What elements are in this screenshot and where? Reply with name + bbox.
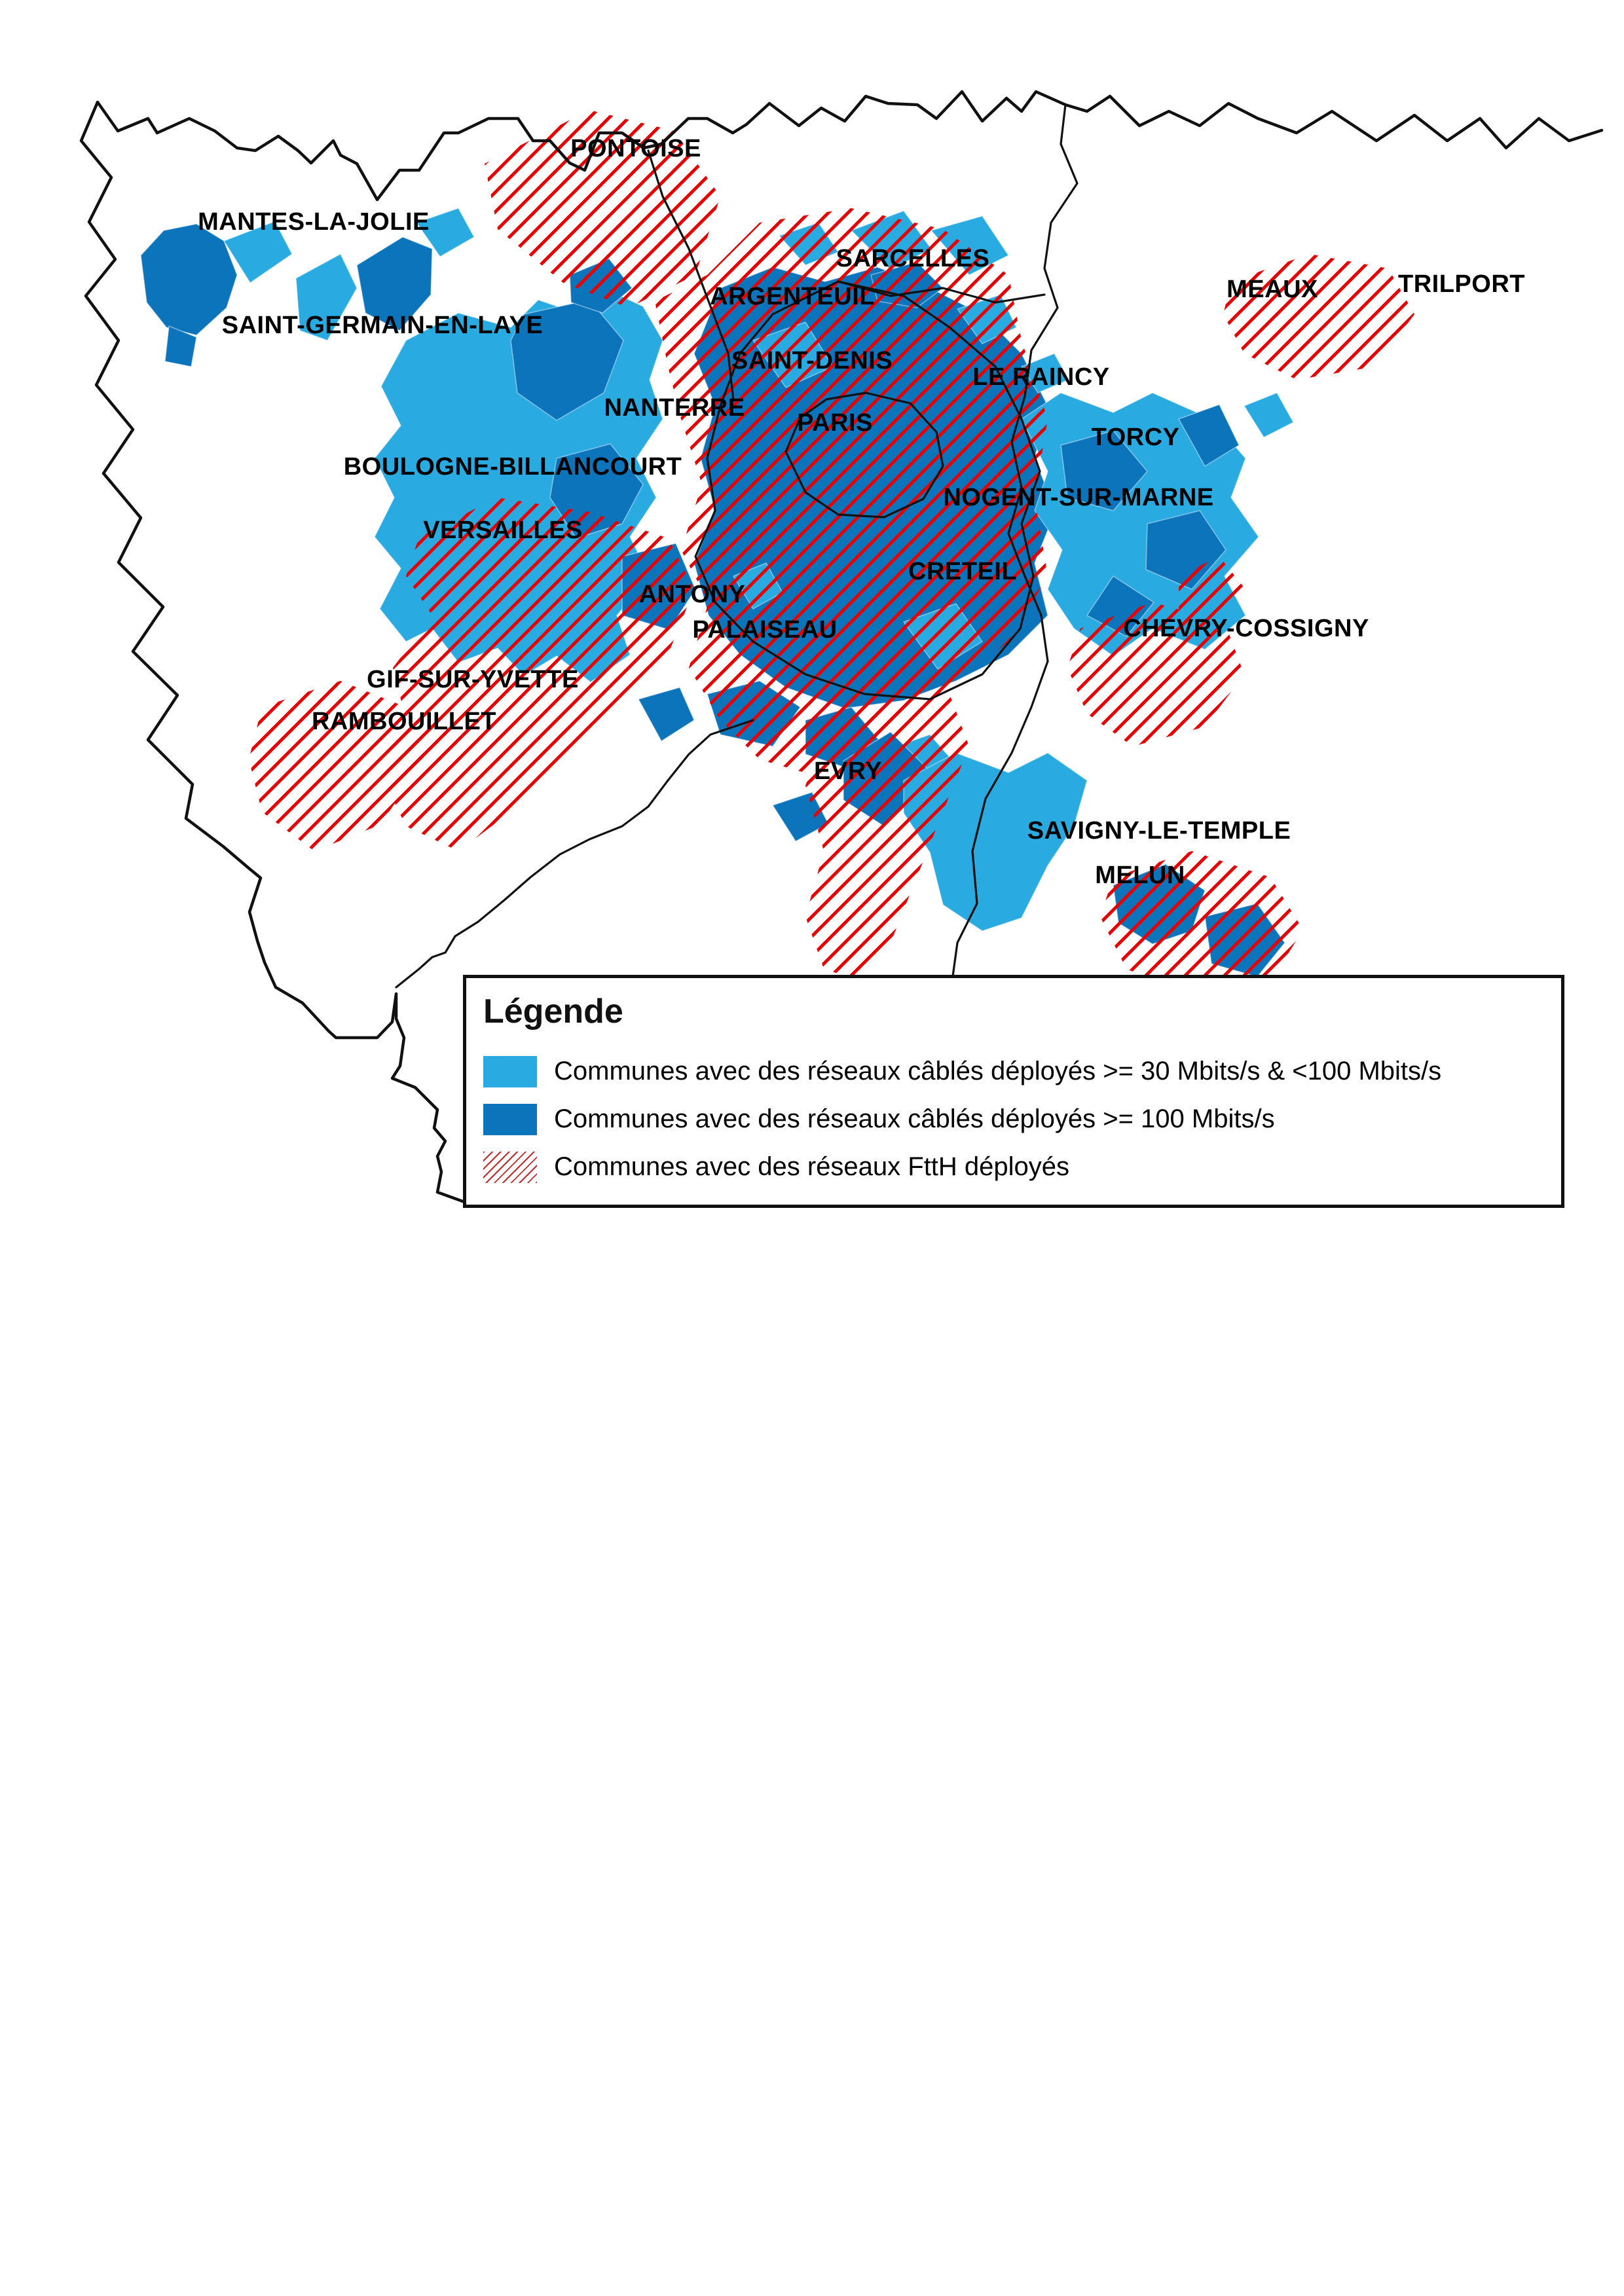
city-label-meaux: MEAUX xyxy=(1227,276,1318,303)
commune-area-dark xyxy=(638,687,695,742)
legend-item-label: Communes avec des réseaux FttH déployés xyxy=(554,1152,1070,1182)
city-label-gif-sur-yvette: GIF-SUR-YVETTE xyxy=(367,666,579,693)
boundary-petite-couronne xyxy=(694,280,1041,701)
boundary-paris xyxy=(784,392,944,519)
city-label-trilport: TRILPORT xyxy=(1398,270,1525,298)
city-label-creteil: CRETEIL xyxy=(908,558,1017,585)
legend-box: Légende Communes avec des réseaux câblés… xyxy=(463,975,1564,1208)
boundary-val-doise-ssd xyxy=(837,280,1046,304)
city-label-saint-germain-en-laye: SAINT-GERMAIN-EN-LAYE xyxy=(222,312,543,339)
city-label-chevry-cossigny: CHEVRY-COSSIGNY xyxy=(1123,615,1369,642)
light-blue-swatch xyxy=(483,1055,537,1087)
boundary-seine-et-marne xyxy=(951,103,1079,977)
ftth-area-chevry-cossigny xyxy=(1067,602,1244,746)
red-hatch-swatch xyxy=(483,1151,537,1183)
commune-area-dark xyxy=(1060,430,1148,511)
city-label-antony: ANTONY xyxy=(639,581,746,608)
ftth-area-pontoise xyxy=(485,110,720,308)
ftth-area-torcy xyxy=(1179,556,1246,630)
city-label-le-raincy: LE RAINCY xyxy=(972,363,1109,391)
ftth-area-versailles-gif xyxy=(380,498,694,851)
city-label-pontoise: PONTOISE xyxy=(570,135,701,162)
ftth-hatch-areas xyxy=(249,110,1414,995)
city-label-paris: PARIS xyxy=(797,409,873,437)
legend-item-label: Communes avec des réseaux câblés déployé… xyxy=(554,1057,1442,1086)
city-label-rambouillet: RAMBOUILLET xyxy=(312,708,496,735)
ile-de-france-map: PONTOISE MANTES-LA-JOLIE SARCELLES ARGENTEU… xyxy=(79,90,1604,1205)
city-label-argenteuil: ARGENTEUIL xyxy=(710,283,875,310)
city-label-nogent-sur-marne: NOGENT-SUR-MARNE xyxy=(943,484,1213,511)
city-label-nanterre: NANTERRE xyxy=(604,394,745,422)
boundary-yvelines-essonne xyxy=(395,719,754,989)
commune-area-dark xyxy=(1178,404,1240,467)
city-label-melun: MELUN xyxy=(1095,862,1185,889)
department-boundaries xyxy=(395,103,1079,989)
city-label-versailles: VERSAILLES xyxy=(423,517,583,544)
city-label-boulogne-billancourt: BOULOGNE-BILLANCOURT xyxy=(344,453,682,481)
legend-item-ftth: Communes avec des réseaux FttH déployés xyxy=(483,1151,1541,1183)
ftth-area-evry xyxy=(805,668,969,982)
city-label-sarcelles: SARCELLES xyxy=(836,245,990,272)
city-label-palaiseau: PALAISEAU xyxy=(692,616,837,644)
ftth-area-rambouillet xyxy=(249,681,426,851)
commune-area-dark xyxy=(356,236,433,331)
commune-area-light xyxy=(903,752,1088,932)
legend-item-cable-30-100: Communes avec des réseaux câblés déployé… xyxy=(483,1055,1541,1087)
commune-area-light xyxy=(416,208,475,257)
legend-title: Légende xyxy=(483,993,623,1030)
region-outer-boundary xyxy=(79,90,1604,1205)
commune-area-dark xyxy=(140,223,238,336)
city-labels: PONTOISE MANTES-LA-JOLIE SARCELLES ARGENTEU… xyxy=(198,135,1525,889)
ftth-area-melun xyxy=(1100,851,1303,995)
ftth-area-central xyxy=(655,208,1048,779)
commune-area-light xyxy=(1244,392,1294,438)
legend-item-label: Communes avec des réseaux câblés déployé… xyxy=(554,1104,1275,1134)
commune-area-light xyxy=(223,221,293,283)
commune-area-dark xyxy=(164,325,197,367)
city-label-evry: EVRY xyxy=(814,757,882,785)
commune-area-light xyxy=(295,253,358,341)
ftth-area-meaux xyxy=(1223,254,1414,380)
city-label-saint-denis: SAINT-DENIS xyxy=(731,347,893,374)
legend-rows: Communes avec des réseaux câblés déployé… xyxy=(483,1055,1541,1183)
city-label-mantes-la-jolie: MANTES-LA-JOLIE xyxy=(198,208,430,236)
dark-blue-swatch xyxy=(483,1103,537,1135)
city-label-savigny-le-temple: SAVIGNY-LE-TEMPLE xyxy=(1027,817,1291,845)
legend-item-cable-100: Communes avec des réseaux câblés déployé… xyxy=(483,1103,1541,1135)
boundary-val-doise xyxy=(647,149,735,402)
city-label-torcy: TORCY xyxy=(1092,424,1180,451)
